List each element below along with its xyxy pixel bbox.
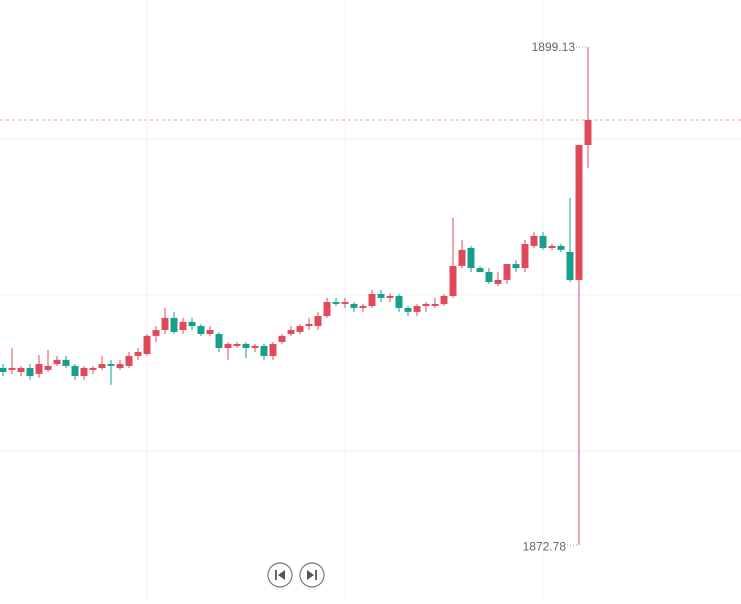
- candle-body: [296, 326, 304, 332]
- candle-body: [503, 264, 511, 280]
- candle-body: [422, 303, 430, 307]
- candle-body: [125, 355, 133, 366]
- candle-body: [530, 235, 538, 246]
- candle-body: [377, 293, 385, 298]
- candle-body: [107, 364, 115, 366]
- candle-body: [62, 359, 70, 366]
- candle-body: [188, 321, 196, 327]
- candle-body: [116, 364, 124, 369]
- max-label: 1899.13: [532, 40, 576, 54]
- candle-body: [458, 249, 466, 266]
- candle-body: [224, 344, 232, 348]
- candle-body: [557, 245, 565, 250]
- candle-body: [0, 368, 7, 372]
- candle-body: [566, 251, 574, 280]
- candle-body: [359, 306, 367, 308]
- candle-body: [53, 359, 61, 365]
- candle-body: [548, 245, 556, 248]
- candle-body: [170, 317, 178, 332]
- candle-body: [80, 368, 88, 376]
- candle-body: [161, 317, 169, 331]
- candle-body: [44, 365, 52, 370]
- candle-body: [494, 279, 502, 284]
- candle-body: [17, 368, 25, 372]
- jump-end-button[interactable]: [299, 562, 325, 588]
- candle-body: [332, 302, 340, 304]
- candle-body: [233, 344, 241, 346]
- candle-body: [323, 302, 331, 317]
- candle-body: [575, 144, 583, 280]
- candle-body: [431, 303, 439, 307]
- candle-body: [485, 271, 493, 283]
- candle-body: [197, 326, 205, 334]
- candle-body: [89, 368, 97, 370]
- candle-body: [476, 268, 484, 272]
- candle-body: [413, 306, 421, 312]
- candle-body: [395, 296, 403, 308]
- candle-body: [467, 247, 475, 269]
- candle-body: [539, 235, 547, 248]
- candle-body: [215, 333, 223, 348]
- candle-body: [71, 365, 79, 376]
- icon: [315, 570, 317, 580]
- candle-body: [404, 307, 412, 312]
- candle-body: [386, 296, 394, 298]
- candle-body: [179, 321, 187, 331]
- candle-body: [134, 351, 142, 356]
- candle-body: [305, 323, 313, 327]
- candle-body: [260, 345, 268, 356]
- candle-body: [143, 335, 151, 355]
- icon: [278, 570, 285, 580]
- candle-body: [314, 316, 322, 327]
- candle-body: [251, 345, 259, 348]
- candle-body: [521, 244, 529, 269]
- candles: [0, 47, 741, 546]
- candle-body: [368, 293, 376, 307]
- candle-body: [512, 264, 520, 269]
- candle-body: [98, 364, 106, 369]
- candle-body: [26, 368, 34, 376]
- candle-body: [341, 302, 349, 304]
- candle-body: [350, 303, 358, 308]
- candle-body: [35, 364, 43, 374]
- candle-body: [278, 335, 286, 342]
- candle-body: [8, 368, 16, 370]
- candle-body: [269, 344, 277, 356]
- icon: [307, 570, 314, 580]
- candle-body: [242, 344, 250, 348]
- candle-body: [152, 330, 160, 336]
- candle-body: [440, 296, 448, 304]
- min-label: 1872.78: [523, 539, 567, 553]
- candle-body: [449, 265, 457, 297]
- candle-body: [584, 120, 592, 145]
- candle-body: [287, 330, 295, 334]
- candle-body: [206, 330, 214, 334]
- icon: [275, 570, 277, 580]
- jump-start-button[interactable]: [267, 562, 293, 588]
